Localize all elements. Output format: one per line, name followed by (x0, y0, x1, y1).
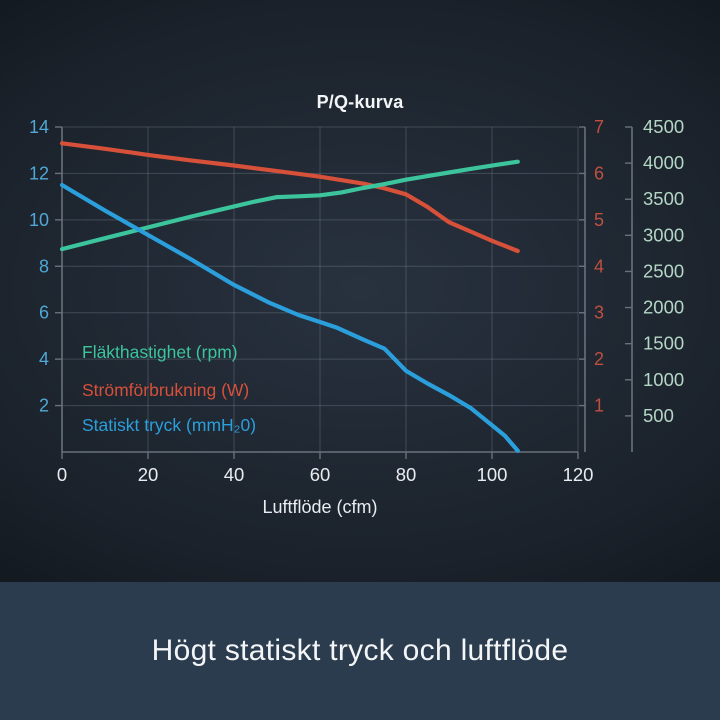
tick-label: 3500 (643, 188, 684, 209)
axes (55, 126, 633, 459)
tick-label: 7 (594, 117, 604, 137)
tick-label: 5 (594, 210, 604, 230)
tick-label: 3 (594, 303, 604, 323)
tick-label: 6 (39, 303, 49, 323)
tick-label: 4 (39, 349, 49, 369)
tick-label: 2 (594, 349, 604, 369)
tick-label: 8 (39, 256, 49, 276)
tick-label: 2 (39, 396, 49, 416)
tick-label: 4 (594, 256, 604, 276)
tick-label: 1000 (643, 369, 684, 390)
tick-label: 500 (643, 405, 674, 426)
tick-label: 100 (477, 464, 508, 485)
tick-label: 3000 (643, 224, 684, 245)
tick-label: 40 (224, 464, 245, 485)
tick-label: 60 (310, 464, 331, 485)
series-line (59, 141, 520, 254)
caption-band: Högt statiskt tryck och luftflöde (0, 582, 720, 720)
tick-label: 12 (29, 163, 49, 183)
data-series (59, 141, 520, 453)
tick-label: 4500 (643, 116, 684, 137)
tick-label: 2000 (643, 297, 684, 318)
legend-power-consumption: Strömförbrukning (W) (82, 380, 250, 400)
series-line (59, 182, 520, 453)
x-axis-title: Luftflöde (cfm) (262, 497, 378, 517)
tick-label: 6 (594, 163, 604, 183)
tick-label: 0 (57, 464, 67, 485)
tick-label: 80 (396, 464, 417, 485)
legend-fan-speed: Fläkthastighet (rpm) (82, 342, 238, 362)
tick-label: 4000 (643, 152, 684, 173)
tick-label: 20 (138, 464, 159, 485)
caption-text: Högt statiskt tryck och luftflöde (151, 634, 569, 667)
tick-label: 1500 (643, 333, 684, 354)
tick-label: 10 (29, 210, 49, 230)
tick-label: 1 (594, 396, 604, 416)
tick-label: 2500 (643, 260, 684, 281)
chart-title: P/Q-kurva (316, 92, 404, 112)
legend-static-pressure: Statiskt tryck (mmH₂0) (82, 415, 257, 435)
tick-label: 120 (563, 464, 594, 485)
series-line (59, 159, 520, 252)
tick-label: 14 (29, 117, 49, 137)
